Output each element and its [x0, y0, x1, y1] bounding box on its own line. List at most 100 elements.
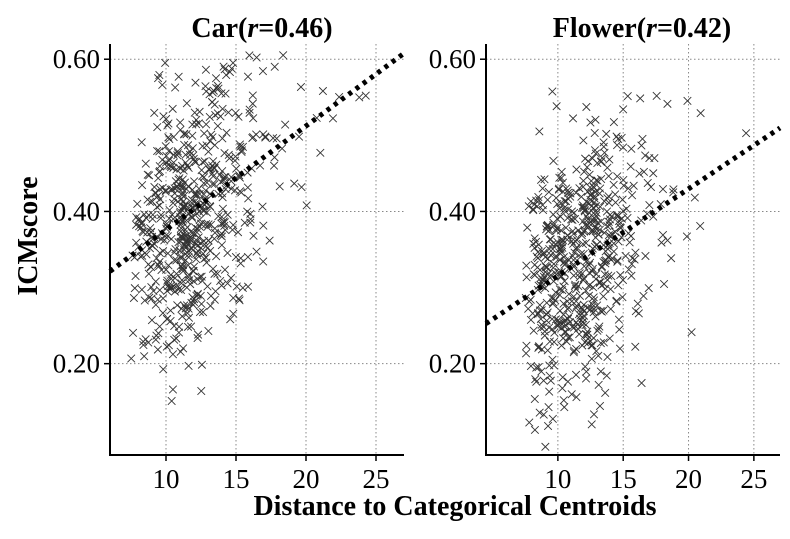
data-point [154, 174, 163, 183]
data-point [526, 295, 535, 304]
data-point [297, 183, 306, 192]
data-point [581, 329, 591, 339]
data-point [182, 301, 192, 310]
data-point [218, 204, 228, 213]
data-point [541, 442, 550, 451]
x-axis-label: Distance to Categorical Centroids [253, 491, 656, 522]
data-point [222, 70, 231, 80]
data-point [540, 175, 549, 184]
data-point [216, 231, 225, 240]
data-point [145, 171, 154, 180]
data-point [197, 386, 206, 396]
data-point [592, 208, 601, 218]
data-point [174, 238, 183, 247]
data-point [183, 223, 192, 232]
data-point [545, 244, 554, 254]
data-point [539, 376, 548, 385]
data-point [176, 118, 185, 127]
data-point [150, 182, 159, 192]
data-point [219, 173, 228, 182]
scatter-points [127, 51, 370, 406]
data-point [538, 184, 547, 193]
data-point [248, 99, 257, 108]
data-point [153, 295, 162, 304]
data-point [569, 346, 579, 355]
data-point [192, 115, 201, 124]
data-point [657, 238, 666, 247]
data-point [243, 183, 252, 192]
data-point [220, 265, 230, 274]
data-point [173, 182, 182, 192]
data-point [596, 184, 605, 193]
data-point [544, 187, 553, 197]
data-point [587, 354, 596, 363]
data-point [554, 184, 564, 193]
data-point [612, 132, 621, 141]
data-point [658, 230, 668, 240]
data-point [543, 346, 552, 355]
data-point [609, 247, 618, 256]
data-point [579, 176, 588, 185]
data-point [137, 285, 147, 294]
data-point [549, 218, 558, 227]
data-point [603, 352, 612, 362]
data-point [186, 279, 195, 289]
data-point [534, 363, 543, 372]
data-point [244, 194, 253, 203]
data-point [131, 271, 140, 281]
data-point [170, 274, 180, 283]
data-point [182, 237, 191, 246]
data-point [570, 282, 579, 291]
data-point [530, 234, 539, 243]
data-point [166, 316, 175, 326]
data-point [212, 160, 221, 169]
data-point [557, 173, 566, 183]
data-point [741, 129, 751, 138]
data-point [246, 218, 255, 227]
data-point [155, 261, 164, 271]
data-point [646, 182, 656, 192]
data-point [637, 141, 646, 150]
data-point [596, 157, 606, 167]
data-point [168, 350, 178, 359]
data-point [165, 205, 174, 215]
data-point [145, 197, 155, 206]
data-point [543, 421, 553, 431]
data-point [193, 333, 202, 343]
data-point [606, 304, 615, 314]
data-point [539, 410, 548, 419]
data-point [618, 292, 627, 302]
data-point [204, 220, 213, 229]
data-point [228, 225, 237, 234]
data-point [613, 256, 622, 265]
data-point [568, 215, 577, 225]
data-point [627, 271, 636, 280]
data-point [183, 161, 192, 170]
data-point [248, 91, 257, 100]
data-point [162, 342, 171, 351]
data-point [579, 203, 588, 212]
data-point [170, 321, 179, 331]
data-point [578, 304, 587, 313]
data-point [549, 221, 558, 230]
data-point [618, 143, 628, 152]
trend-line [484, 125, 782, 326]
data-point [235, 296, 244, 305]
data-point [265, 236, 274, 245]
data-point [192, 120, 201, 129]
data-point [565, 333, 574, 342]
data-point [581, 238, 591, 248]
data-point [546, 376, 555, 385]
data-point [530, 270, 540, 280]
data-point [591, 187, 600, 197]
data-point [591, 149, 600, 158]
data-point [192, 228, 202, 237]
data-point [548, 314, 557, 324]
data-point [599, 292, 608, 301]
data-point [202, 258, 211, 267]
data-point [165, 134, 174, 144]
data-point [161, 142, 170, 151]
data-point [217, 219, 226, 228]
data-point [154, 329, 163, 338]
